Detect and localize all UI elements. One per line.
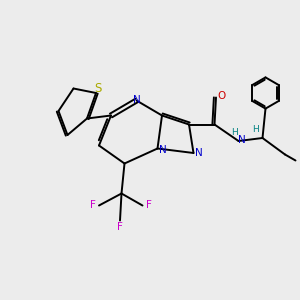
Text: N: N xyxy=(159,145,167,155)
Text: F: F xyxy=(117,221,123,232)
Text: H: H xyxy=(232,128,238,137)
Text: S: S xyxy=(94,82,101,95)
Text: O: O xyxy=(217,91,226,101)
Text: F: F xyxy=(146,200,152,211)
Text: N: N xyxy=(133,95,140,105)
Text: H: H xyxy=(253,125,259,134)
Text: F: F xyxy=(90,200,96,211)
Text: N: N xyxy=(238,135,245,146)
Text: N: N xyxy=(195,148,203,158)
